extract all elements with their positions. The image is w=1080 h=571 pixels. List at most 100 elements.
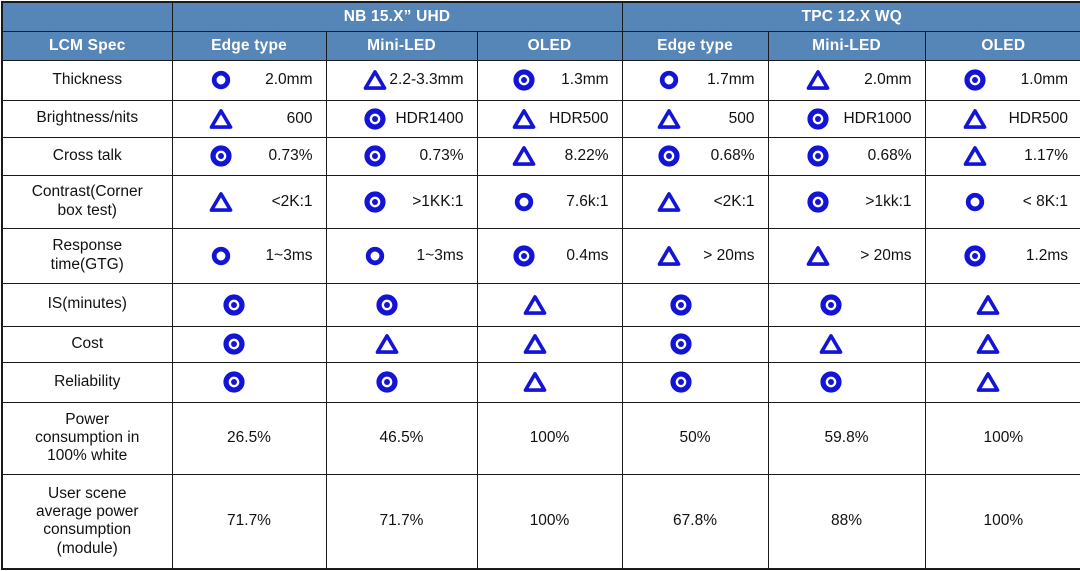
table-cell	[621, 361, 769, 403]
table-cell: 2.2-3.3mm	[325, 59, 478, 101]
column-header: Mini-LED	[767, 30, 926, 61]
triangle-icon	[523, 294, 547, 315]
table-cell	[476, 361, 623, 403]
double-circle-icon	[363, 145, 386, 168]
cell-value: 1.2ms	[1025, 246, 1069, 264]
table-cell: 2.0mm	[171, 59, 327, 101]
cell-value: 50%	[679, 429, 711, 446]
column-header: OLED	[924, 30, 1080, 61]
double-circle-icon	[363, 107, 386, 130]
column-header: Edge type	[621, 30, 769, 61]
double-circle-icon	[222, 371, 245, 394]
table-cell	[171, 282, 327, 327]
table-cell	[171, 325, 327, 363]
cell-value: 100%	[529, 512, 570, 530]
cell-value: 600	[286, 109, 313, 127]
circle-icon	[658, 70, 679, 91]
double-circle-icon	[512, 69, 535, 92]
table-cell	[621, 325, 769, 363]
table-cell: 1.3mm	[476, 59, 623, 101]
double-circle-icon	[964, 69, 987, 92]
table-cell: HDR500	[924, 99, 1080, 138]
cell-value: 46.5%	[379, 429, 424, 446]
cell-value: HDR1400	[395, 109, 464, 127]
double-circle-icon	[807, 190, 830, 213]
cell-value: 1~3ms	[416, 246, 464, 264]
cell-value: > 20ms	[860, 246, 912, 264]
table-row: Response time(GTG) 1~3ms 1~3ms 0.4ms > 20ms >…	[1, 227, 1080, 284]
double-circle-icon	[375, 293, 398, 316]
table-row: Thickness 2.0mm 2.2-3.3mm 1.3mm 1.7mm 2.0mm 1.…	[1, 59, 1080, 101]
cell-value: 2.2-3.3mm	[389, 71, 464, 88]
cell-value: 67.8%	[673, 512, 717, 530]
cell-value: 1.7mm	[707, 71, 755, 88]
table-cell	[621, 282, 769, 327]
cell-value: 100%	[983, 512, 1024, 530]
table-cell: 600	[171, 99, 327, 138]
triangle-icon	[807, 245, 830, 266]
triangle-icon	[819, 334, 843, 355]
column-header-row: LCM Spec Edge type Mini-LED OLED Edge type Mi…	[1, 30, 1080, 61]
double-circle-icon	[375, 371, 398, 394]
cell-value: 500	[728, 109, 755, 127]
circle-icon	[211, 70, 232, 91]
cell-value: HDR500	[1008, 109, 1069, 127]
table-cell	[767, 282, 926, 327]
table-cell: 0.4ms	[476, 227, 623, 284]
table-cell: 0.73%	[325, 136, 478, 176]
row-label: Power consumption in 100% white	[1, 401, 173, 475]
cell-value: >1KK:1	[412, 192, 464, 210]
triangle-icon	[512, 146, 535, 167]
table-cell: 46.5%	[325, 401, 478, 475]
table-cell	[924, 325, 1080, 363]
row-label: Cross talk	[1, 136, 173, 176]
table-cell: > 20ms	[621, 227, 769, 284]
corner-blank-cell	[1, 1, 173, 32]
table-cell: HDR1000	[767, 99, 926, 138]
row-label: User scene average power consumption (mo…	[1, 473, 173, 570]
double-circle-icon	[819, 293, 842, 316]
cell-value: <2K:1	[271, 192, 313, 210]
table-row: IS(minutes)	[1, 282, 1080, 327]
table-cell: <2K:1	[171, 174, 327, 229]
double-circle-icon	[512, 244, 535, 267]
triangle-icon	[657, 191, 681, 212]
table-cell: 1.2ms	[924, 227, 1080, 284]
table-cell	[325, 325, 478, 363]
cell-value: 0.68%	[867, 147, 912, 164]
double-circle-icon	[669, 333, 692, 356]
cell-value: 71.7%	[227, 512, 271, 530]
row-label: Cost	[1, 325, 173, 363]
cell-value: 88%	[831, 512, 863, 530]
table-cell: 88%	[767, 473, 926, 570]
table-cell	[767, 361, 926, 403]
double-circle-icon	[807, 107, 830, 130]
table-row: User scene average power consumption (mo…	[1, 473, 1080, 570]
double-circle-icon	[363, 190, 386, 213]
cell-value: 7.6k:1	[566, 192, 609, 210]
table-cell: < 8K:1	[924, 174, 1080, 229]
table-cell: 100%	[476, 401, 623, 475]
cell-value: 71.7%	[379, 512, 424, 530]
table-cell	[325, 282, 478, 327]
table-cell: 500	[621, 99, 769, 138]
table-cell	[476, 282, 623, 327]
corner-header: LCM Spec	[1, 30, 173, 61]
cell-value: 0.68%	[710, 147, 755, 164]
table-cell: 7.6k:1	[476, 174, 623, 229]
double-circle-icon	[222, 333, 245, 356]
row-label: Contrast(Corner box test)	[1, 174, 173, 229]
table-cell: 71.7%	[325, 473, 478, 570]
circle-icon	[965, 191, 986, 212]
circle-icon	[211, 245, 232, 266]
table-cell: 0.73%	[171, 136, 327, 176]
triangle-icon	[375, 334, 398, 355]
table-cell	[171, 361, 327, 403]
triangle-icon	[523, 334, 547, 355]
cell-value: HDR500	[549, 109, 609, 127]
circle-icon	[513, 191, 534, 212]
table-cell	[476, 325, 623, 363]
cell-value: 59.8%	[824, 429, 869, 446]
cell-value: HDR1000	[843, 109, 912, 127]
double-circle-icon	[807, 145, 830, 168]
